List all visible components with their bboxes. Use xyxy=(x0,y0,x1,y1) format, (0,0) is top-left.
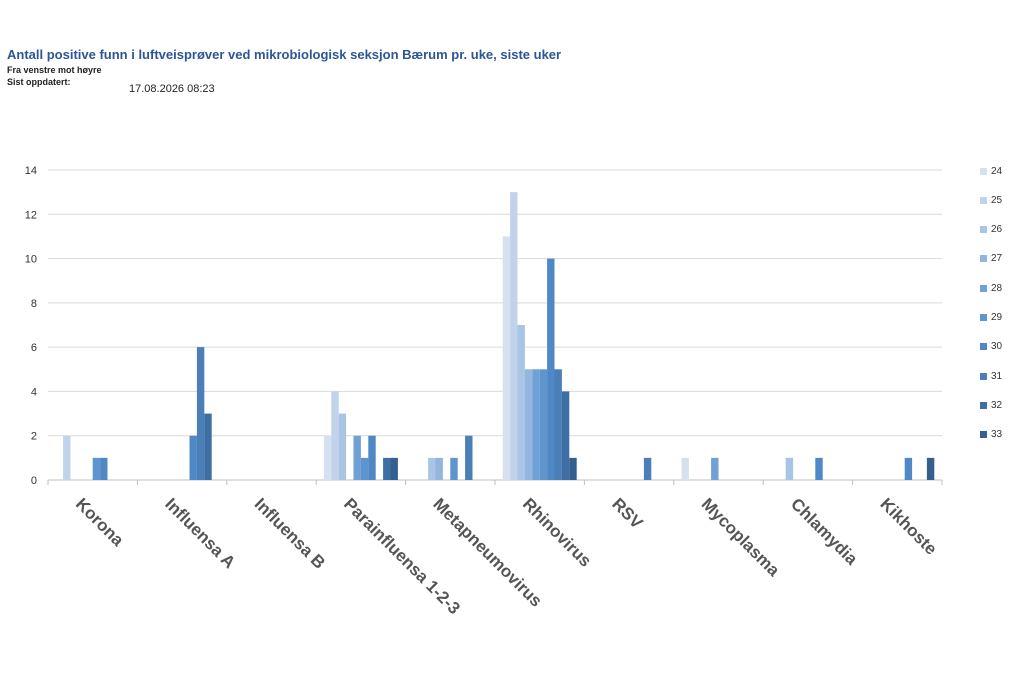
bar-25-3 xyxy=(331,391,339,480)
bar-31-4 xyxy=(465,435,473,480)
x-category-label: Influensa A xyxy=(161,494,239,572)
bar-27-5 xyxy=(524,369,533,480)
legend-item-25: 25 xyxy=(980,193,1002,207)
legend-label: 26 xyxy=(991,224,1003,236)
legend-item-32: 32 xyxy=(980,398,1002,412)
legend-swatch xyxy=(980,314,987,321)
legend-label: 29 xyxy=(991,312,1003,323)
bar-32-1 xyxy=(204,413,212,480)
bar-26-4 xyxy=(428,457,436,480)
bar-27-4 xyxy=(435,457,443,480)
legend-label: 27 xyxy=(991,253,1003,265)
legend-swatch xyxy=(980,284,987,292)
bar-31-5 xyxy=(554,369,562,480)
y-tick-label: 2 xyxy=(31,431,37,443)
x-category-label: Mycoplasma xyxy=(698,494,784,580)
bar-29-0 xyxy=(92,457,101,480)
last-updated-label: Sist oppdatert: xyxy=(7,77,71,87)
legend-swatch xyxy=(980,226,987,234)
legend-item-29: 29 xyxy=(980,311,1002,325)
last-updated: Sist oppdatert: 17.08.2026 08:23 xyxy=(7,76,1007,95)
legend-swatch xyxy=(980,401,987,409)
bar-28-7 xyxy=(711,457,719,480)
bar-31-1 xyxy=(196,347,205,480)
bar-26-3 xyxy=(338,413,347,480)
legend-label: 30 xyxy=(991,341,1003,353)
x-category-label: Rhinovirus xyxy=(519,494,595,570)
legend-item-24: 24 xyxy=(980,164,1002,178)
bar-26-8 xyxy=(785,457,794,480)
bar-33-5 xyxy=(569,457,577,480)
x-category-label: Korona xyxy=(72,494,128,550)
legend-label: 25 xyxy=(991,194,1003,206)
legend-item-26: 26 xyxy=(980,223,1002,237)
bar-28-5 xyxy=(532,369,540,480)
legend-label: 31 xyxy=(991,370,1003,382)
chart-subtitle: Fra venstre mot høyre xyxy=(7,65,102,75)
legend-swatch xyxy=(980,372,987,380)
bar-25-5 xyxy=(510,192,518,480)
x-category-label: RSV xyxy=(608,494,647,533)
last-updated-value: 17.08.2026 08:23 xyxy=(129,83,215,95)
bar-29-4 xyxy=(450,457,458,480)
bar-29-3 xyxy=(360,457,369,480)
legend-item-27: 27 xyxy=(980,252,1002,266)
y-tick-label: 12 xyxy=(25,209,37,221)
legend-swatch xyxy=(980,343,987,351)
bar-33-3 xyxy=(390,457,398,480)
y-tick-label: 8 xyxy=(31,298,37,310)
y-tick-label: 4 xyxy=(31,386,37,398)
legend-label: 32 xyxy=(991,399,1003,411)
bar-30-5 xyxy=(547,258,555,480)
legend-item-31: 31 xyxy=(980,369,1002,383)
legend-item-28: 28 xyxy=(980,281,1002,295)
bar-29-5 xyxy=(539,369,548,480)
bar-30-8 xyxy=(815,457,823,480)
legend-item-30: 30 xyxy=(980,340,1002,354)
chart-title: Antall positive funn i luftveisprøver ve… xyxy=(7,47,562,62)
legend-swatch xyxy=(980,431,987,439)
bar-30-9 xyxy=(904,457,913,480)
bar-25-0 xyxy=(63,435,71,480)
y-tick-label: 14 xyxy=(25,165,37,177)
bar-30-3 xyxy=(368,435,376,480)
bar-32-3 xyxy=(383,457,391,480)
bar-26-5 xyxy=(517,325,525,480)
bar-24-3 xyxy=(323,435,332,480)
y-tick-label: 6 xyxy=(31,342,37,354)
bar-30-1 xyxy=(189,435,197,480)
x-category-label: Kikhoste xyxy=(876,494,940,558)
y-tick-label: 0 xyxy=(31,475,37,487)
y-tick-label: 10 xyxy=(25,254,37,266)
legend-label: 24 xyxy=(991,165,1003,177)
x-category-label: Influensa B xyxy=(251,494,329,572)
bar-30-0 xyxy=(100,457,108,480)
legend-item-33: 33 xyxy=(980,428,1002,442)
legend-swatch xyxy=(980,255,987,263)
legend-label: 33 xyxy=(991,429,1003,441)
bar-31-6 xyxy=(643,457,652,480)
bar-32-5 xyxy=(561,391,570,480)
x-category-label: Chlamydia xyxy=(787,494,862,569)
bar-24-7 xyxy=(681,457,689,480)
chart-header: Antall positive funn i luftveisprøver ve… xyxy=(7,46,1007,95)
bar-33-9 xyxy=(926,457,935,480)
legend-label: 28 xyxy=(991,282,1003,294)
legend-swatch xyxy=(980,167,987,175)
bar-24-5 xyxy=(502,236,511,480)
bar-28-3 xyxy=(353,435,361,480)
legend-swatch xyxy=(980,196,987,204)
